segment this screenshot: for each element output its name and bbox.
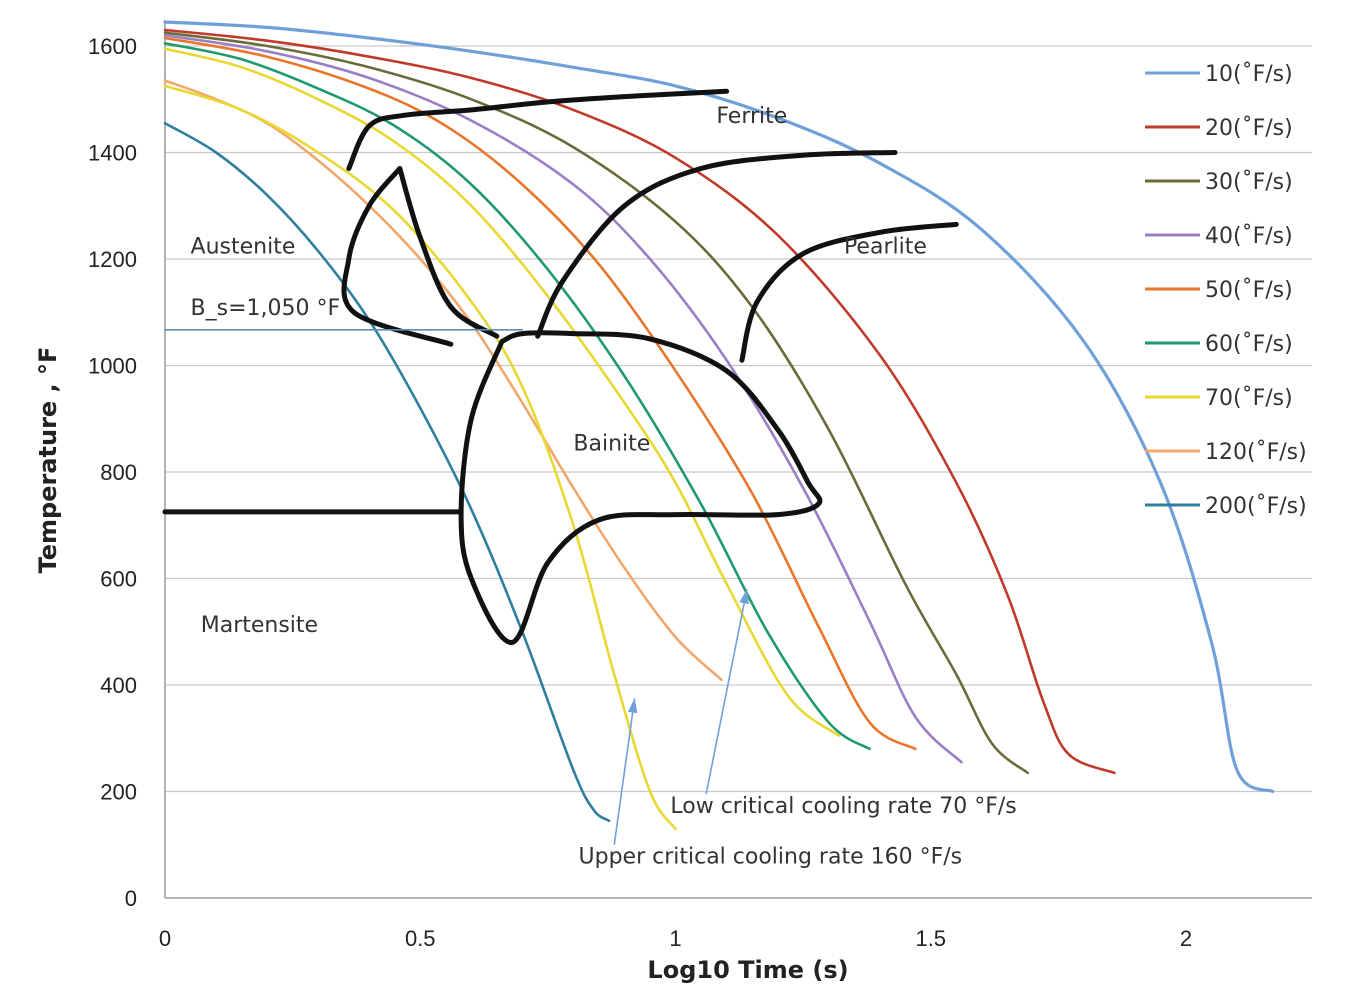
legend-entry: 200(˚F/s) [1205,494,1307,519]
series-lines [163,20,1275,831]
y-tick-label: 200 [100,780,137,805]
y-tick-label: 400 [100,673,137,698]
grid-lines [165,45,1312,793]
annotation-label: Martensite [201,613,318,638]
series-line [163,42,871,751]
legend-entry: 30(˚F/s) [1205,170,1293,195]
y-axis-title: Temperature , °F [34,347,62,574]
x-tick-label: 1.5 [915,926,946,951]
x-tick-label: 0.5 [405,926,436,951]
boundary-line [346,88,730,171]
annotation-label: Upper critical cooling rate 160 °F/s [579,844,963,869]
boundary-line [458,330,823,645]
y-tick-label: 1400 [88,141,137,166]
legend: 10(˚F/s) 20(˚F/s) 30(˚F/s) 40(˚F/s) 50(˚F/s)… [1145,62,1307,519]
arrow-upper-critical [613,698,638,845]
y-tick-label: 1600 [88,34,137,59]
axes: 0 200 400 600 800 1000 1200 1400 1600 0 0.5 1 1.5 2 Lo… [34,20,1312,984]
legend-entry: 20(˚F/s) [1205,116,1293,141]
series-line [163,34,963,764]
y-tick-label: 800 [100,460,137,485]
y-tick-label: 600 [100,567,137,592]
annotation-label: Pearlite [844,235,927,260]
annotation-label: B_s=1,050 °F [191,296,341,321]
legend-entry: 40(˚F/s) [1205,224,1293,249]
series-line [163,20,1275,794]
series-line [163,28,1116,775]
x-tick-label: 1 [669,926,681,951]
annotation-label: Austenite [191,235,296,260]
annotations: Ferrite Pearlite Austenite B_s=1,050 °F Bain… [191,104,1017,869]
legend-entry: 60(˚F/s) [1205,332,1293,357]
annotation-label: Ferrite [716,104,787,129]
legend-entry: 120(˚F/s) [1205,440,1307,465]
x-tick-label: 0 [159,926,171,951]
annotation-label: Low critical cooling rate 70 °F/s [670,794,1016,819]
boundary-line [739,221,959,363]
annotation-label: Bainite [573,432,650,457]
legend-entry: 70(˚F/s) [1205,386,1293,411]
x-tick-label: 2 [1180,926,1192,951]
y-tick-label: 1200 [88,247,137,272]
y-tick-label: 1000 [88,354,137,379]
y-tick-label: 0 [125,886,137,911]
series-line [163,79,723,681]
boundary-line [535,150,898,339]
phase-boundaries [162,88,959,645]
series-line [163,121,611,823]
arrow-low-critical [705,588,749,795]
boundary-line [397,166,500,339]
series-line [163,84,677,831]
legend-entry: 50(˚F/s) [1205,278,1293,303]
series-line [163,36,917,751]
x-axis-title: Log10 Time (s) [647,956,848,984]
legend-entry: 10(˚F/s) [1205,62,1293,87]
series-line [163,31,1029,775]
